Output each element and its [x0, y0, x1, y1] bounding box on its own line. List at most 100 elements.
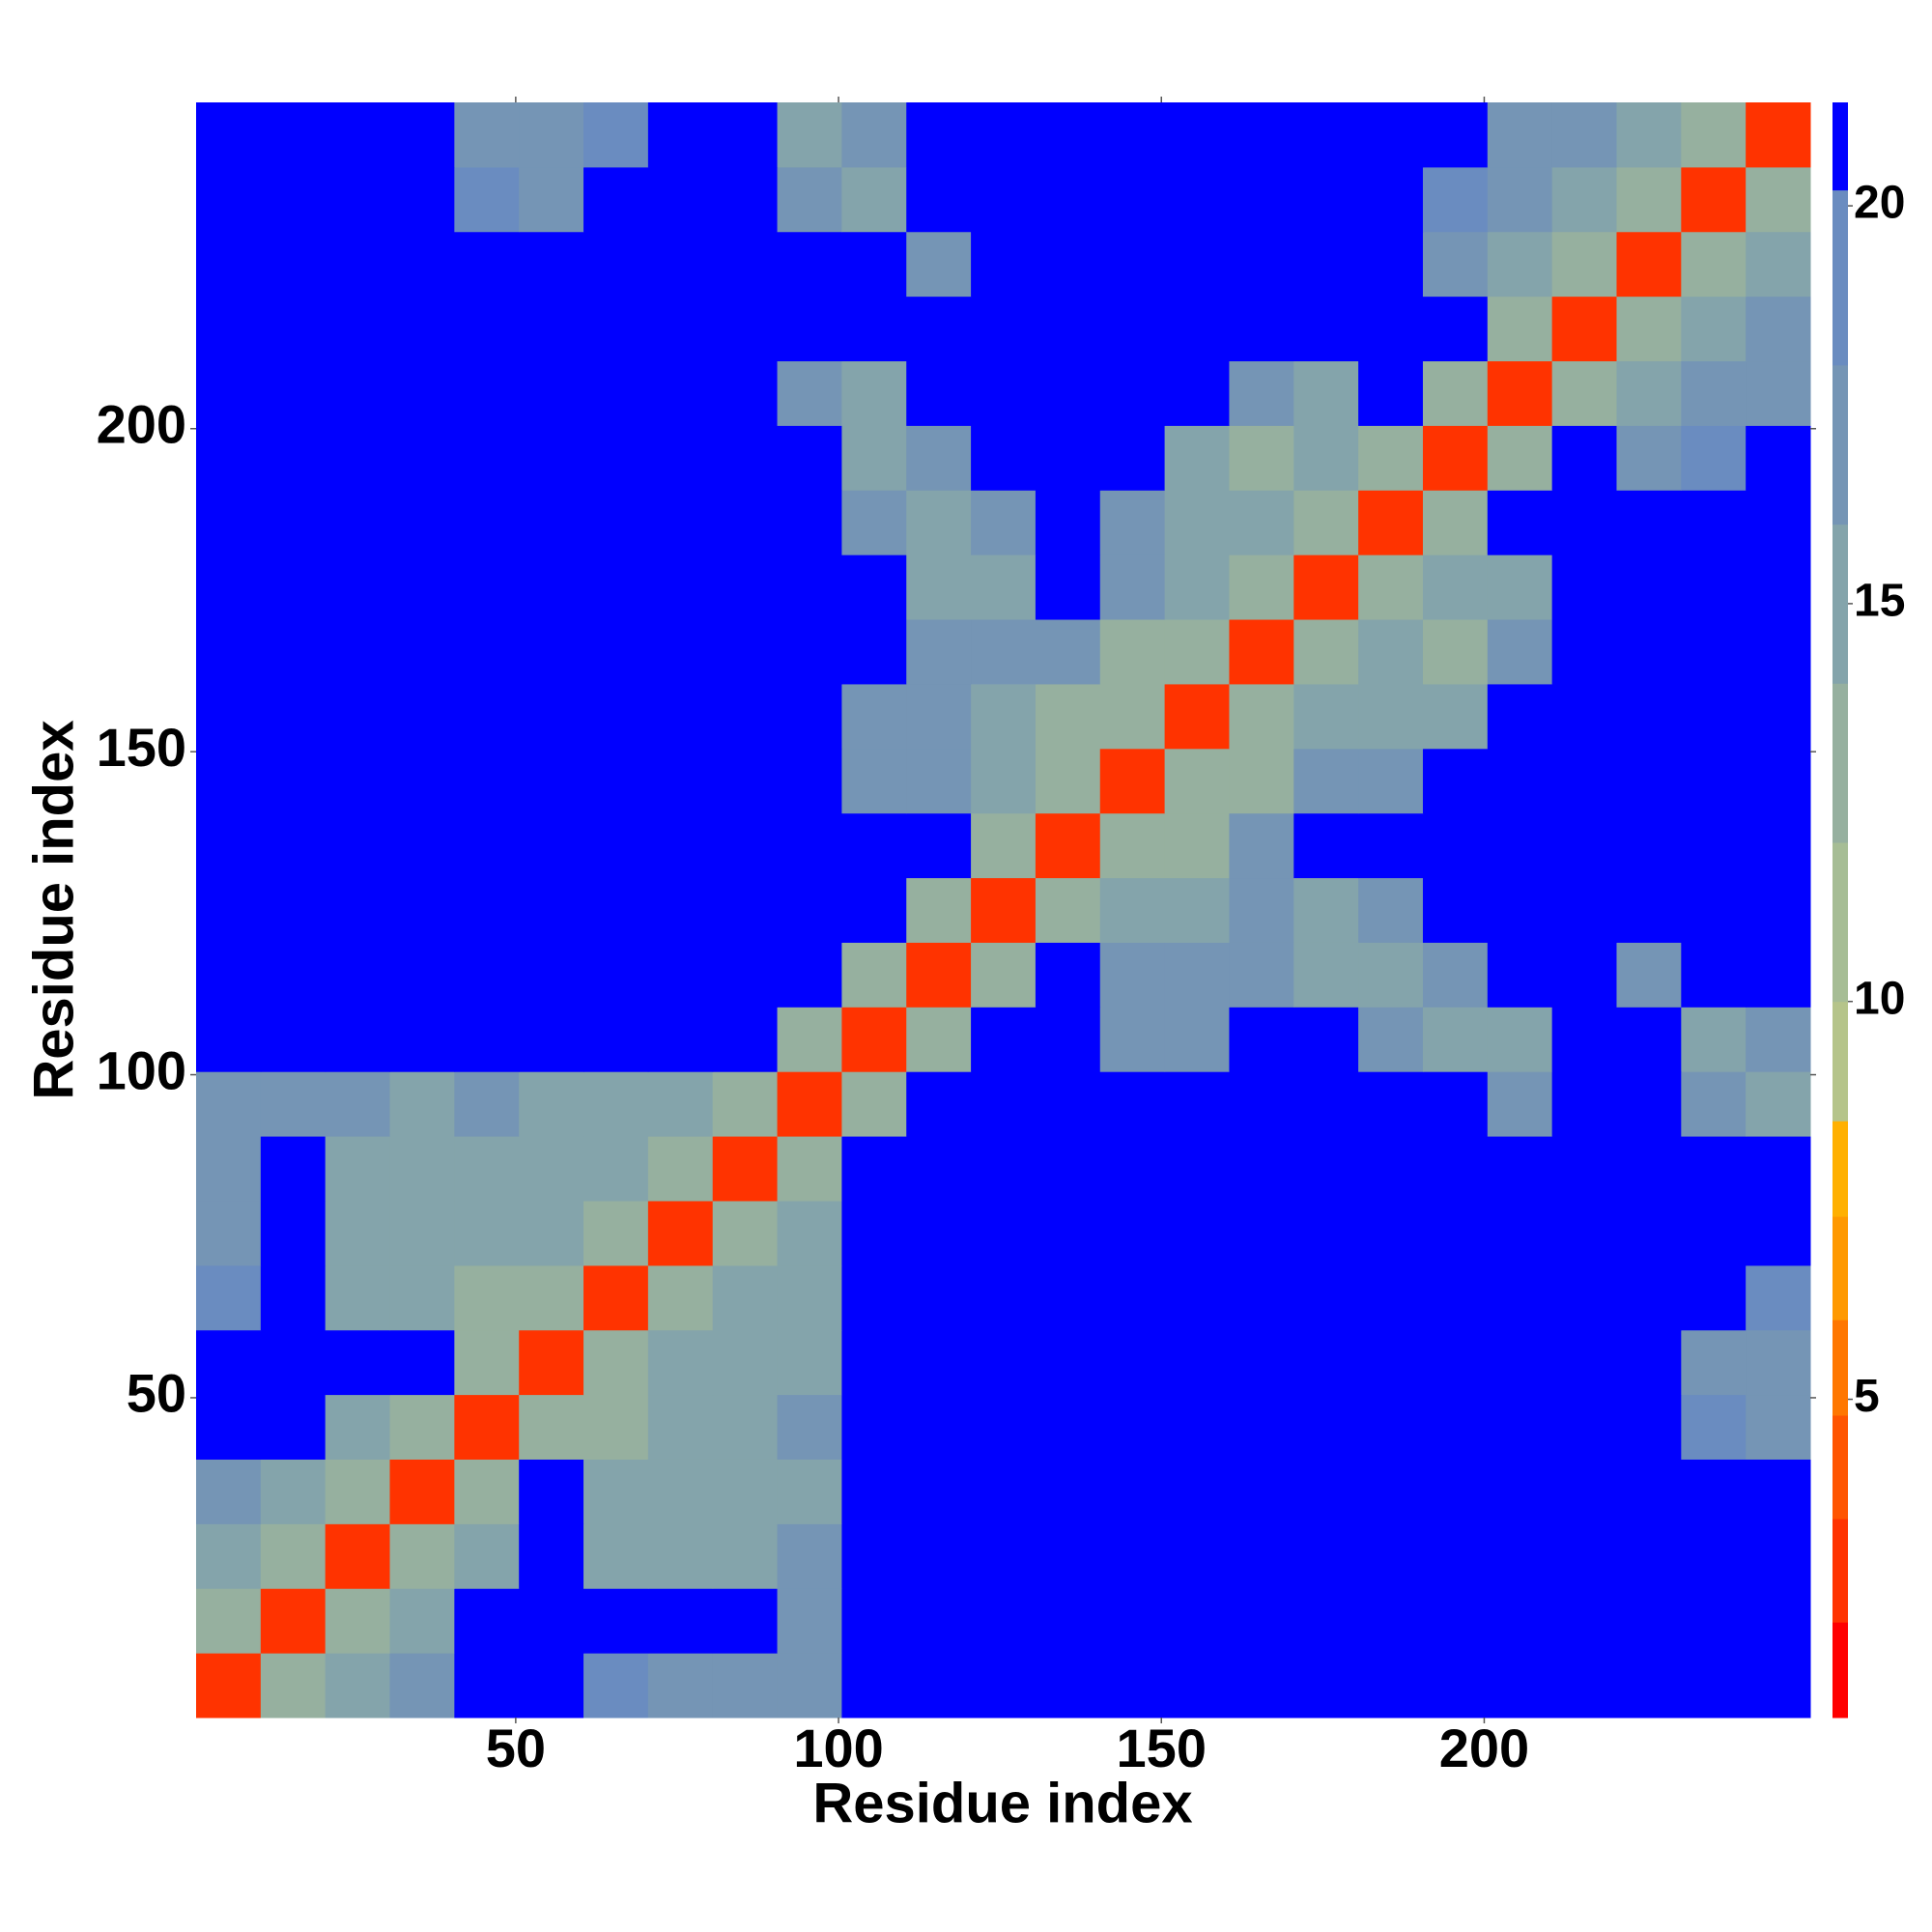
y-tick-label: 200: [97, 394, 186, 455]
heatmap-cell: [1616, 942, 1682, 1008]
heatmap-cell: [454, 1653, 520, 1719]
heatmap-cell: [1164, 1071, 1230, 1137]
heatmap-cell: [583, 231, 649, 298]
heatmap-cell: [1551, 683, 1617, 750]
heatmap-cell: [1422, 1394, 1489, 1460]
heatmap-cell: [1358, 1136, 1424, 1202]
heatmap-cell: [1551, 1264, 1617, 1331]
heatmap-cell: [196, 296, 262, 362]
heatmap-cell: [971, 1394, 1037, 1460]
heatmap-cell: [1229, 425, 1294, 491]
heatmap-cell: [841, 1394, 907, 1460]
heatmap-cell: [325, 490, 391, 555]
heatmap-cell: [712, 877, 779, 943]
heatmap-cell: [1035, 942, 1101, 1008]
heatmap-cell: [712, 102, 779, 168]
heatmap-cell: [906, 490, 972, 555]
heatmap-cell: [777, 1136, 842, 1202]
heatmap-cell: [1164, 360, 1230, 426]
heatmap-cell: [841, 812, 907, 879]
heatmap-cell: [1616, 1264, 1682, 1331]
heatmap-cell: [971, 1523, 1037, 1589]
heatmap-cell: [196, 1329, 262, 1396]
heatmap-cell: [647, 231, 714, 298]
heatmap-cell: [1099, 360, 1166, 426]
y-tick-label: 150: [97, 717, 186, 778]
heatmap-cell: [1035, 1007, 1101, 1072]
heatmap-cell: [583, 812, 649, 879]
heatmap-cell: [1551, 748, 1617, 814]
heatmap-cell: [454, 748, 520, 814]
heatmap-cell: [1358, 425, 1424, 491]
heatmap-cell: [1746, 231, 1811, 298]
heatmap-cell: [1035, 490, 1101, 555]
heatmap-cell: [1616, 166, 1682, 233]
heatmap-cell: [454, 102, 520, 168]
heatmap-cell: [712, 1329, 779, 1396]
heatmap-cell: [196, 554, 262, 620]
heatmap-cell: [971, 1007, 1037, 1072]
heatmap-cell: [1164, 1007, 1230, 1072]
heatmap-cell: [1422, 812, 1489, 879]
heatmap-cell: [1746, 619, 1811, 685]
heatmap-cell: [1551, 942, 1617, 1008]
heatmap-cell: [1487, 490, 1553, 555]
heatmap-cell: [1746, 425, 1811, 491]
heatmap-cell: [1681, 490, 1747, 555]
heatmap-cell: [1551, 490, 1617, 555]
heatmap-cell: [1487, 877, 1553, 943]
heatmap-cell: [1746, 1394, 1811, 1460]
heatmap-cell: [971, 1653, 1037, 1719]
heatmap-cell: [454, 1523, 520, 1589]
heatmap-cell: [1551, 296, 1617, 362]
heatmap-cell: [583, 1264, 649, 1331]
heatmap-cell: [1164, 1329, 1230, 1396]
heatmap-cell: [777, 1007, 842, 1072]
heatmap-cell: [906, 619, 972, 685]
heatmap-cell: [1293, 942, 1359, 1008]
heatmap-cell: [1099, 1329, 1166, 1396]
heatmap-cell: [777, 296, 842, 362]
heatmap-cell: [1164, 1523, 1230, 1589]
heatmap-cell: [1293, 683, 1359, 750]
heatmap-cell: [712, 166, 779, 233]
heatmap-cell: [583, 1523, 649, 1589]
heatmap-cell: [1358, 683, 1424, 750]
heatmap-cell: [1681, 877, 1747, 943]
heatmap-cell: [647, 1264, 714, 1331]
heatmap-cell: [777, 102, 842, 168]
heatmap-cell: [583, 1653, 649, 1719]
heatmap-cell: [1229, 1523, 1294, 1589]
heatmap-cell: [1229, 554, 1294, 620]
heatmap-cell: [1099, 748, 1166, 814]
heatmap-cell: [260, 1523, 327, 1589]
heatmap-cell: [971, 1588, 1037, 1654]
heatmap-cell: [196, 425, 262, 491]
heatmap-cell: [1487, 425, 1553, 491]
heatmap-cell: [1229, 1264, 1294, 1331]
heatmap-cell: [906, 877, 972, 943]
heatmap-cell: [583, 1071, 649, 1137]
heatmap-cell: [712, 360, 779, 426]
heatmap-cell: [196, 1071, 262, 1137]
heatmap-cell: [647, 1007, 714, 1072]
heatmap-cell: [1229, 1136, 1294, 1202]
heatmap-cell: [1358, 1653, 1424, 1719]
heatmap-cell: [260, 748, 327, 814]
heatmap-cell: [1358, 942, 1424, 1008]
heatmap-cell: [389, 1264, 455, 1331]
heatmap-cell: [583, 1007, 649, 1072]
heatmap-cell: [1681, 1007, 1747, 1072]
heatmap-cell: [583, 1588, 649, 1654]
heatmap-cell: [260, 360, 327, 426]
heatmap-cell: [906, 554, 972, 620]
heatmap-cell: [389, 1071, 455, 1137]
heatmap-cell: [1422, 1588, 1489, 1654]
heatmap-cell: [906, 1264, 972, 1331]
heatmap-cell: [1099, 102, 1166, 168]
colorbar-segment: [1833, 1320, 1848, 1416]
heatmap-cell: [1551, 1007, 1617, 1072]
heatmap-cell: [777, 1394, 842, 1460]
heatmap-cell: [325, 554, 391, 620]
heatmap-cell: [325, 360, 391, 426]
